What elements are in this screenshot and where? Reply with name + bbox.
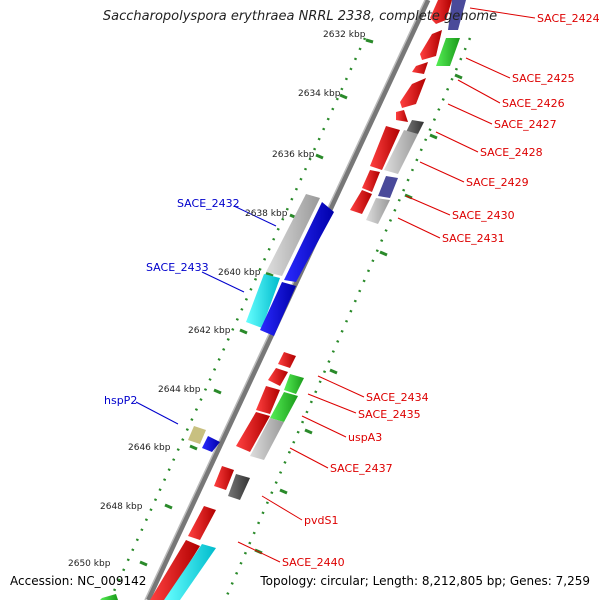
gene-feature-purple-top [448, 0, 466, 30]
gene-feature-pvdS1a [214, 466, 234, 490]
gene-label[interactable]: SACE_2430 [452, 209, 515, 222]
gene-feature-cyan-bottom [164, 544, 216, 600]
left-gene-labels: SACE_2432 SACE_2433 hspP2 [104, 197, 240, 407]
scale-label: 2638 kbp [245, 209, 288, 219]
gene-feature-green-2 [284, 374, 304, 394]
gene-label[interactable]: SACE_2431 [442, 232, 505, 245]
scale-label: 2642 kbp [188, 326, 231, 336]
gene-label[interactable]: hspP2 [104, 394, 137, 407]
gene-feature-pvdS1b [228, 474, 250, 500]
gene-label[interactable]: SACE_2435 [358, 408, 421, 421]
gene-feature-sace-2433-blue [260, 282, 296, 336]
gene-label[interactable]: SACE_2432 [177, 197, 240, 210]
accession-label: Accession: NC_009142 [10, 574, 147, 588]
scale-ticks [139, 38, 374, 567]
scale-label: 2648 kbp [100, 502, 143, 512]
gene-label[interactable]: SACE_2426 [502, 97, 565, 110]
gene-feature-sace-2430a [350, 190, 372, 214]
outer-dotted-ring [108, 37, 367, 600]
gene-feature-sace-2437b [250, 418, 284, 460]
gene-feature-sace-2429a [362, 170, 380, 192]
scale-label: 2650 kbp [68, 559, 111, 569]
gene-label[interactable]: SACE_2433 [146, 261, 209, 274]
gene-feature-sace-2428a [370, 126, 400, 170]
gene-feature-sace-2434b [268, 368, 288, 386]
topology-label: Topology: circular; Length: 8,212,805 bp… [260, 574, 590, 588]
gene-feature-red-1 [420, 30, 442, 60]
gene-label[interactable]: SACE_2429 [466, 176, 529, 189]
gene-label[interactable]: SACE_2440 [282, 556, 345, 569]
scale-labels: 2632 kbp 2634 kbp 2636 kbp 2638 kbp 2640… [68, 30, 366, 569]
scale-label: 2634 kbp [298, 89, 341, 99]
gene-feature-hspP2-olive [188, 426, 206, 444]
gene-label[interactable]: SACE_2428 [480, 146, 543, 159]
gene-feature-hspP2-blue [202, 436, 220, 452]
scale-label: 2640 kbp [218, 268, 261, 278]
scale-label: 2632 kbp [323, 30, 366, 40]
gene-feature-sace-2430b [366, 198, 390, 224]
scale-label: 2636 kbp [272, 150, 315, 160]
forward-strand-features [150, 0, 466, 600]
gene-feature-sace-2432-blue [284, 202, 334, 282]
gene-feature-sace-2427b [406, 120, 424, 134]
gene-label[interactable]: pvdS1 [304, 514, 338, 527]
gene-feature-sace-2424 [430, 0, 452, 24]
gene-feature-sace-2429b [378, 176, 398, 198]
gene-feature-green-1 [436, 38, 460, 66]
gene-label[interactable]: SACE_2427 [494, 118, 557, 131]
right-gene-labels: SACE_2424 SACE_2425 SACE_2426 SACE_2427 … [282, 12, 600, 569]
scale-label: 2646 kbp [128, 443, 171, 453]
gene-label[interactable]: SACE_2424 [537, 12, 600, 25]
gene-feature-sace-2440 [188, 506, 216, 540]
gene-label[interactable]: uspA3 [348, 431, 382, 444]
scale-label: 2644 kbp [158, 385, 201, 395]
left-label-leaders [135, 205, 277, 425]
gene-feature-sace-2435 [256, 386, 280, 414]
gene-feature-sace-2428b [384, 130, 418, 174]
gene-feature-sace-2433-cyan [246, 274, 280, 328]
right-label-leaders [237, 7, 536, 563]
gene-feature-sace-2427a [396, 110, 408, 122]
gene-feature-sace-2437a [236, 412, 270, 452]
gene-feature-red-bottom [150, 540, 200, 600]
gene-label[interactable]: SACE_2437 [330, 462, 393, 475]
gene-feature-sace-2426 [400, 78, 426, 108]
map-title: Saccharopolyspora erythraea NRRL 2338, c… [102, 9, 498, 24]
gene-label[interactable]: SACE_2425 [512, 72, 575, 85]
gene-feature-sace-2432-gray [266, 194, 320, 276]
gene-label[interactable]: SACE_2434 [366, 391, 429, 404]
gene-feature-sace-2434 [278, 352, 296, 368]
reverse-strand-features [100, 194, 334, 600]
gene-feature-uspA3 [270, 392, 298, 422]
gene-feature-green-left [100, 594, 118, 600]
gene-feature-sace-2425 [412, 62, 428, 74]
